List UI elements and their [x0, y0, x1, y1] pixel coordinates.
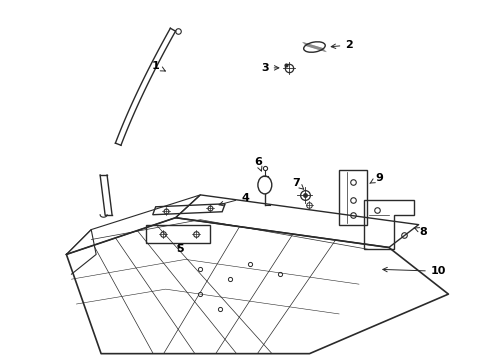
Text: 8: 8: [413, 226, 427, 237]
Text: 9: 9: [369, 173, 382, 183]
Text: 2: 2: [330, 40, 352, 50]
Text: 10: 10: [382, 266, 445, 276]
Text: 6: 6: [253, 157, 262, 171]
Text: 4: 4: [219, 193, 248, 206]
Text: 3: 3: [261, 63, 278, 73]
Text: 1: 1: [151, 61, 165, 71]
Text: 5: 5: [176, 244, 184, 255]
Text: 7: 7: [292, 178, 303, 189]
